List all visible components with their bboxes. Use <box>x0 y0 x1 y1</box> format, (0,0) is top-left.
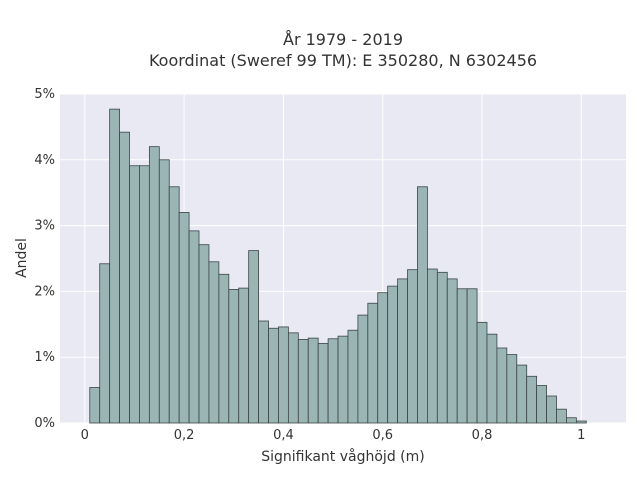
histogram-bar-48 <box>566 417 577 424</box>
histogram-bar-30 <box>387 285 399 424</box>
chart-title-line-2: Koordinat (Sweref 99 TM): E 350280, N 63… <box>149 51 537 70</box>
histogram-bar-24 <box>327 338 339 424</box>
histogram-bar-43 <box>516 364 528 424</box>
histogram-bar-2 <box>109 108 120 424</box>
histogram-bar-11 <box>198 244 210 424</box>
histogram-bar-3 <box>119 131 130 424</box>
histogram-bar-33 <box>417 186 428 424</box>
histogram-bar-34 <box>427 268 438 424</box>
y-tick-labels: 0% 1% 2% 3% 4% 5% <box>34 87 55 431</box>
histogram-bar-18 <box>268 327 279 424</box>
y-tick-label-0: 0% <box>34 416 55 431</box>
histogram-bar-37 <box>456 288 468 424</box>
x-tick-label-1: 0,2 <box>174 428 195 443</box>
y-tick-label-2: 2% <box>34 284 55 299</box>
histogram-bar-15 <box>238 287 250 424</box>
y-axis-label: Andel <box>14 238 30 278</box>
histogram-bar-39 <box>476 321 488 424</box>
histogram-bar-14 <box>228 289 240 424</box>
histogram-bar-0 <box>89 387 101 424</box>
histogram-bar-45 <box>536 385 547 424</box>
histogram-bar-26 <box>347 329 359 424</box>
histogram-bar-27 <box>357 314 369 424</box>
histogram-bar-49 <box>575 420 587 424</box>
y-tick-label-3: 3% <box>34 219 55 234</box>
histogram-bar-29 <box>377 292 389 424</box>
x-tick-label-3: 0,6 <box>372 428 393 443</box>
y-tick-label-5: 5% <box>34 87 55 102</box>
histogram-bar-32 <box>407 269 418 424</box>
bars-group <box>89 108 587 424</box>
x-axis-label: Signifikant våghöjd (m) <box>261 448 424 465</box>
histogram-bar-47 <box>556 408 567 424</box>
histogram-bar-12 <box>208 261 220 424</box>
histogram-bar-5 <box>139 165 150 424</box>
histogram-bar-35 <box>436 271 448 424</box>
chart-title-line-1: År 1979 - 2019 <box>283 30 403 49</box>
histogram-bar-22 <box>307 337 319 424</box>
histogram-bar-44 <box>526 375 538 424</box>
histogram-bar-13 <box>218 273 230 424</box>
histogram-bar-17 <box>258 320 269 424</box>
histogram-bar-28 <box>367 302 379 424</box>
x-tick-label-2: 0,4 <box>273 428 294 443</box>
histogram-bar-10 <box>188 230 200 424</box>
y-tick-label-1: 1% <box>34 350 55 365</box>
histogram-bar-19 <box>278 326 289 424</box>
histogram-bar-42 <box>506 354 518 424</box>
histogram-bar-25 <box>337 335 349 424</box>
histogram-bar-38 <box>466 288 478 424</box>
histogram-bar-41 <box>496 347 508 424</box>
y-tick-label-4: 4% <box>34 153 55 168</box>
histogram-bar-1 <box>99 263 111 424</box>
x-tick-label-0: 0 <box>81 428 89 443</box>
histogram-bar-21 <box>297 339 309 424</box>
histogram-bar-20 <box>287 332 299 424</box>
x-tick-label-5: 1 <box>577 428 585 443</box>
histogram-bar-31 <box>397 278 408 424</box>
histogram-bar-40 <box>486 333 498 424</box>
x-tick-label-4: 0,8 <box>472 428 493 443</box>
histogram-bar-7 <box>158 159 170 424</box>
histogram-bar-46 <box>546 395 557 424</box>
histogram-bar-16 <box>248 250 259 424</box>
histogram-bar-8 <box>168 186 180 424</box>
histogram-bar-4 <box>129 165 140 424</box>
histogram-bar-6 <box>148 146 160 424</box>
histogram-bar-23 <box>317 342 329 424</box>
histogram-bar-36 <box>446 278 458 424</box>
histogram-bar-9 <box>178 212 190 424</box>
x-tick-labels: 0 0,2 0,4 0,6 0,8 1 <box>81 428 586 443</box>
